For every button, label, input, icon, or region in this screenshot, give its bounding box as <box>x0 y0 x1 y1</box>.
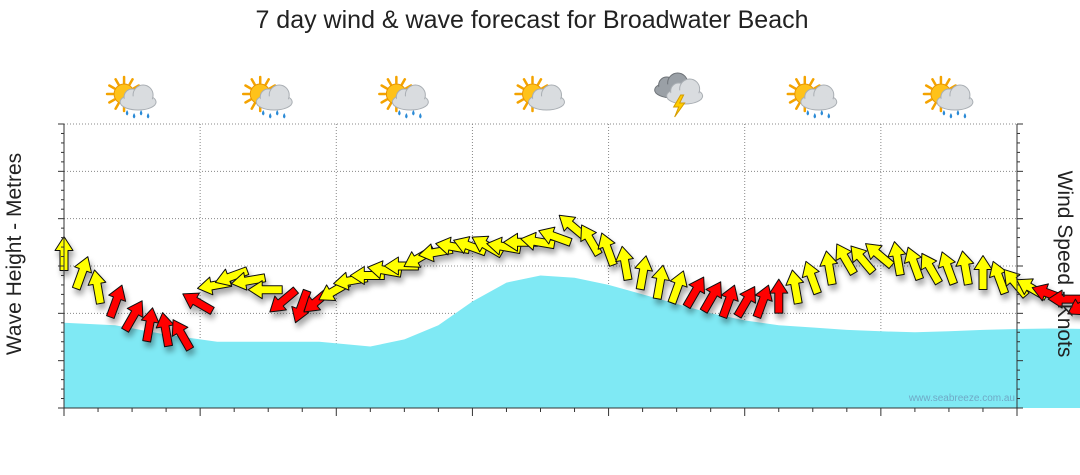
weather-icon-storm <box>654 72 704 118</box>
wind-arrow <box>920 252 943 286</box>
chart-title: 7 day wind & wave forecast for Broadwate… <box>255 6 808 34</box>
wind-arrow <box>538 226 573 247</box>
wind-arrow <box>615 245 634 281</box>
wind-arrow <box>752 284 773 319</box>
wave-layer <box>64 275 1080 408</box>
wind-arrow <box>903 246 924 282</box>
wind-arrow <box>231 271 267 291</box>
cloud-icon <box>391 84 429 111</box>
cloud-icon <box>528 84 565 111</box>
wind-arrow <box>291 288 312 324</box>
wind-arrow <box>71 256 93 291</box>
lightning-icon <box>672 94 686 118</box>
y-axis-left-label: Wave Height - Metres <box>3 153 26 355</box>
y-axis-right-label: Wind Speed - Knots <box>1053 171 1076 358</box>
wind-arrow <box>801 260 822 296</box>
wind-arrow <box>634 255 654 291</box>
rain-icon <box>942 110 967 119</box>
wind-arrow <box>1067 292 1080 316</box>
wind-arrow <box>520 231 556 251</box>
weather-icon-sun-cloud-showers <box>922 75 974 119</box>
cloud-icon <box>936 84 974 111</box>
axes <box>58 123 1023 416</box>
watermark: www.seabreeze.com.au <box>908 393 1015 404</box>
wind-arrow <box>121 300 144 333</box>
wind-arrow <box>349 266 385 285</box>
wind-arrow <box>1047 289 1080 309</box>
wind-arrow <box>667 270 688 305</box>
wind-layer <box>54 214 1080 352</box>
weather-row <box>105 72 974 119</box>
wind-arrow <box>785 269 805 305</box>
wind-arrow <box>651 264 671 300</box>
wind-arrow <box>769 278 789 314</box>
wind-arrow <box>937 251 958 286</box>
wind-arrow <box>850 245 877 276</box>
wave-area <box>64 275 1080 408</box>
wind-arrow <box>733 286 756 319</box>
wind-arrow <box>597 232 618 267</box>
wind-arrow <box>486 236 522 256</box>
wind-arrow <box>171 319 195 352</box>
weather-icon-sun-cloud-showers <box>378 75 429 119</box>
cloud-icon <box>255 84 293 111</box>
wind-arrow <box>106 284 127 319</box>
rain-icon <box>125 110 150 119</box>
rain-icon <box>398 110 422 119</box>
cloud-icon <box>119 84 157 111</box>
wind-arrow <box>453 236 488 257</box>
weather-icon-sun-cloud <box>514 75 565 113</box>
rain-icon <box>806 110 831 119</box>
wind-arrow <box>87 269 107 305</box>
weather-icon-sun-cloud-showers <box>241 75 293 119</box>
weather-icon-sun-cloud-showers <box>786 75 838 119</box>
rain-icon <box>261 110 286 119</box>
wind-arrow <box>699 281 722 314</box>
wind-arrow <box>367 260 403 280</box>
wind-arrow <box>247 280 283 300</box>
cloud-icon <box>800 84 838 111</box>
wind-arrow <box>887 241 907 277</box>
wind-arrow <box>182 292 215 315</box>
wind-arrow <box>718 284 739 319</box>
wind-arrow <box>819 250 839 286</box>
wind-arrow <box>580 224 603 257</box>
wind-arrow <box>269 286 299 313</box>
wind-arrow <box>835 243 858 276</box>
weather-icon-sun-cloud-showers <box>105 75 157 119</box>
wind-arrow <box>214 266 250 287</box>
wind-arrow <box>865 243 895 270</box>
wind-arrow <box>682 276 705 310</box>
wind-arrow <box>955 250 975 286</box>
